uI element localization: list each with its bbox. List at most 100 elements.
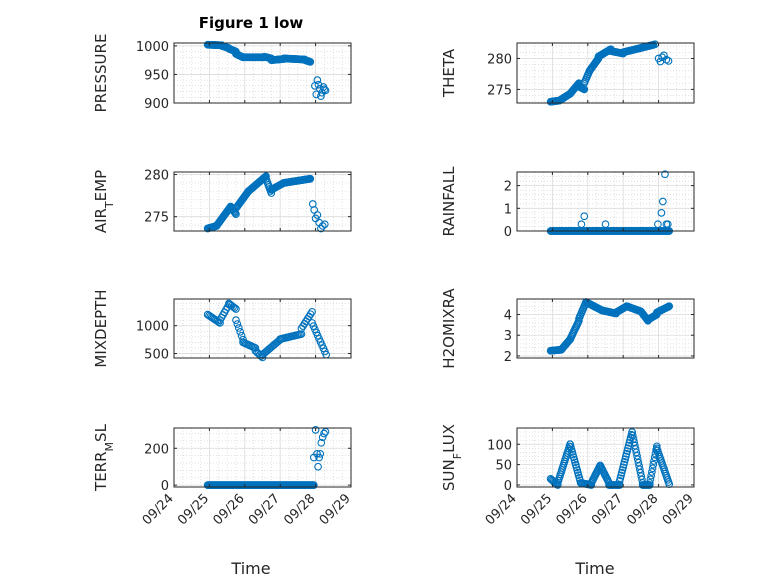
data-point	[236, 327, 245, 336]
data-point	[297, 330, 306, 338]
data-point	[309, 481, 318, 490]
y-axis-label: RAINFALL	[440, 166, 458, 237]
data-point	[658, 53, 666, 62]
x-tick-label: 09/25	[175, 491, 212, 528]
data-point	[314, 462, 322, 471]
data-point	[216, 319, 224, 327]
axes-box	[516, 298, 695, 359]
series-h2omixra	[546, 298, 674, 355]
data-point	[315, 453, 323, 462]
x-axis-label-left: Time	[230, 559, 270, 578]
subplot-pressure: 900 950 1000 PRESSURE	[92, 34, 352, 113]
x-tick-label: 09/28	[281, 491, 318, 528]
y-axis-label: THETA	[440, 48, 458, 98]
data-point	[318, 222, 327, 230]
data-point	[313, 449, 321, 458]
data-point	[306, 174, 315, 183]
subplot-theta: 275 280 THETA	[440, 40, 695, 106]
data-point	[575, 316, 583, 325]
figure-title: Figure 1 low	[199, 14, 304, 32]
x-tick-label: 09/27	[589, 491, 626, 528]
y-tick-label: 100	[487, 438, 512, 453]
data-point	[313, 76, 322, 84]
data-point	[314, 80, 323, 89]
y-axis-label: MIXDEPTH	[92, 289, 110, 367]
x-tick-label: 09/25	[518, 491, 555, 528]
y-axis-label: H2OMIXRA	[440, 288, 458, 369]
data-point	[661, 170, 669, 179]
axes-box	[516, 427, 695, 488]
subplot-mixdepth: 500 1000 MIXDEPTH	[92, 289, 352, 368]
x-tick-label: 09/26	[211, 491, 248, 528]
data-point	[311, 425, 320, 434]
data-point	[648, 464, 657, 473]
x-tick-label: 09/24	[483, 491, 520, 528]
data-point	[664, 57, 673, 65]
y-tick-label: 3	[504, 329, 512, 344]
series-theta	[546, 40, 673, 106]
y-tick-label: 200	[144, 442, 169, 457]
data-point	[321, 86, 330, 95]
x-tick-label: 09/29	[317, 491, 354, 528]
data-point	[645, 479, 654, 487]
data-point	[317, 92, 325, 100]
y-tick-label: 0	[504, 479, 512, 494]
y-tick-label: 500	[144, 348, 169, 363]
axes-box	[516, 171, 695, 232]
x-tick-label: 09/27	[246, 491, 283, 528]
x-tick-label: 09/29	[660, 491, 697, 528]
data-point	[646, 475, 655, 484]
data-point	[647, 471, 656, 480]
data-point	[663, 220, 672, 229]
y-tick-label: 2	[504, 350, 512, 365]
data-point	[658, 197, 667, 206]
data-point	[660, 51, 668, 60]
y-tick-label: 1000	[136, 40, 169, 55]
series-terr_msl	[203, 425, 330, 490]
series-air_temp	[203, 172, 329, 233]
data-point	[231, 209, 240, 217]
x-tick-label: 09/26	[554, 491, 591, 528]
data-point	[232, 305, 240, 313]
y-tick-label: 50	[495, 459, 512, 474]
data-point	[234, 324, 243, 332]
data-point	[313, 211, 322, 219]
data-point	[306, 58, 315, 66]
y-axis-label: PRESSURE	[92, 34, 110, 113]
series-pressure	[203, 40, 330, 100]
data-point	[320, 85, 329, 94]
data-point	[320, 220, 329, 229]
y-axis-label: TERRMSL	[92, 423, 116, 492]
data-point	[649, 460, 658, 469]
y-axis-label: SUNFLUX	[440, 424, 464, 491]
data-point	[320, 429, 328, 438]
data-point	[580, 212, 589, 221]
y-tick-label: 275	[487, 83, 512, 98]
data-point	[308, 307, 316, 316]
y-tick-label: 900	[144, 97, 169, 112]
y-axis-label: AIRTEMP	[92, 170, 116, 233]
axes-box	[173, 42, 352, 104]
data-point	[657, 208, 666, 217]
y-tick-label: 0	[504, 225, 512, 240]
y-tick-label: 275	[144, 211, 169, 226]
axes-box	[173, 298, 352, 359]
data-point	[233, 320, 242, 328]
data-point	[232, 316, 240, 325]
data-point	[648, 468, 656, 476]
data-point	[665, 302, 674, 311]
data-point	[230, 304, 239, 312]
data-point	[316, 449, 325, 458]
x-tick-label: 09/24	[140, 491, 177, 528]
series-mixdepth	[203, 299, 331, 362]
axes-box	[173, 171, 352, 232]
y-tick-label: 2	[504, 180, 512, 195]
data-point	[645, 481, 654, 489]
y-tick-label: 1000	[136, 320, 169, 335]
y-tick-label: 950	[144, 68, 169, 83]
plot-area	[174, 299, 351, 358]
subplot-h2omixra: 2 3 4 H2OMIXRA	[440, 288, 695, 369]
